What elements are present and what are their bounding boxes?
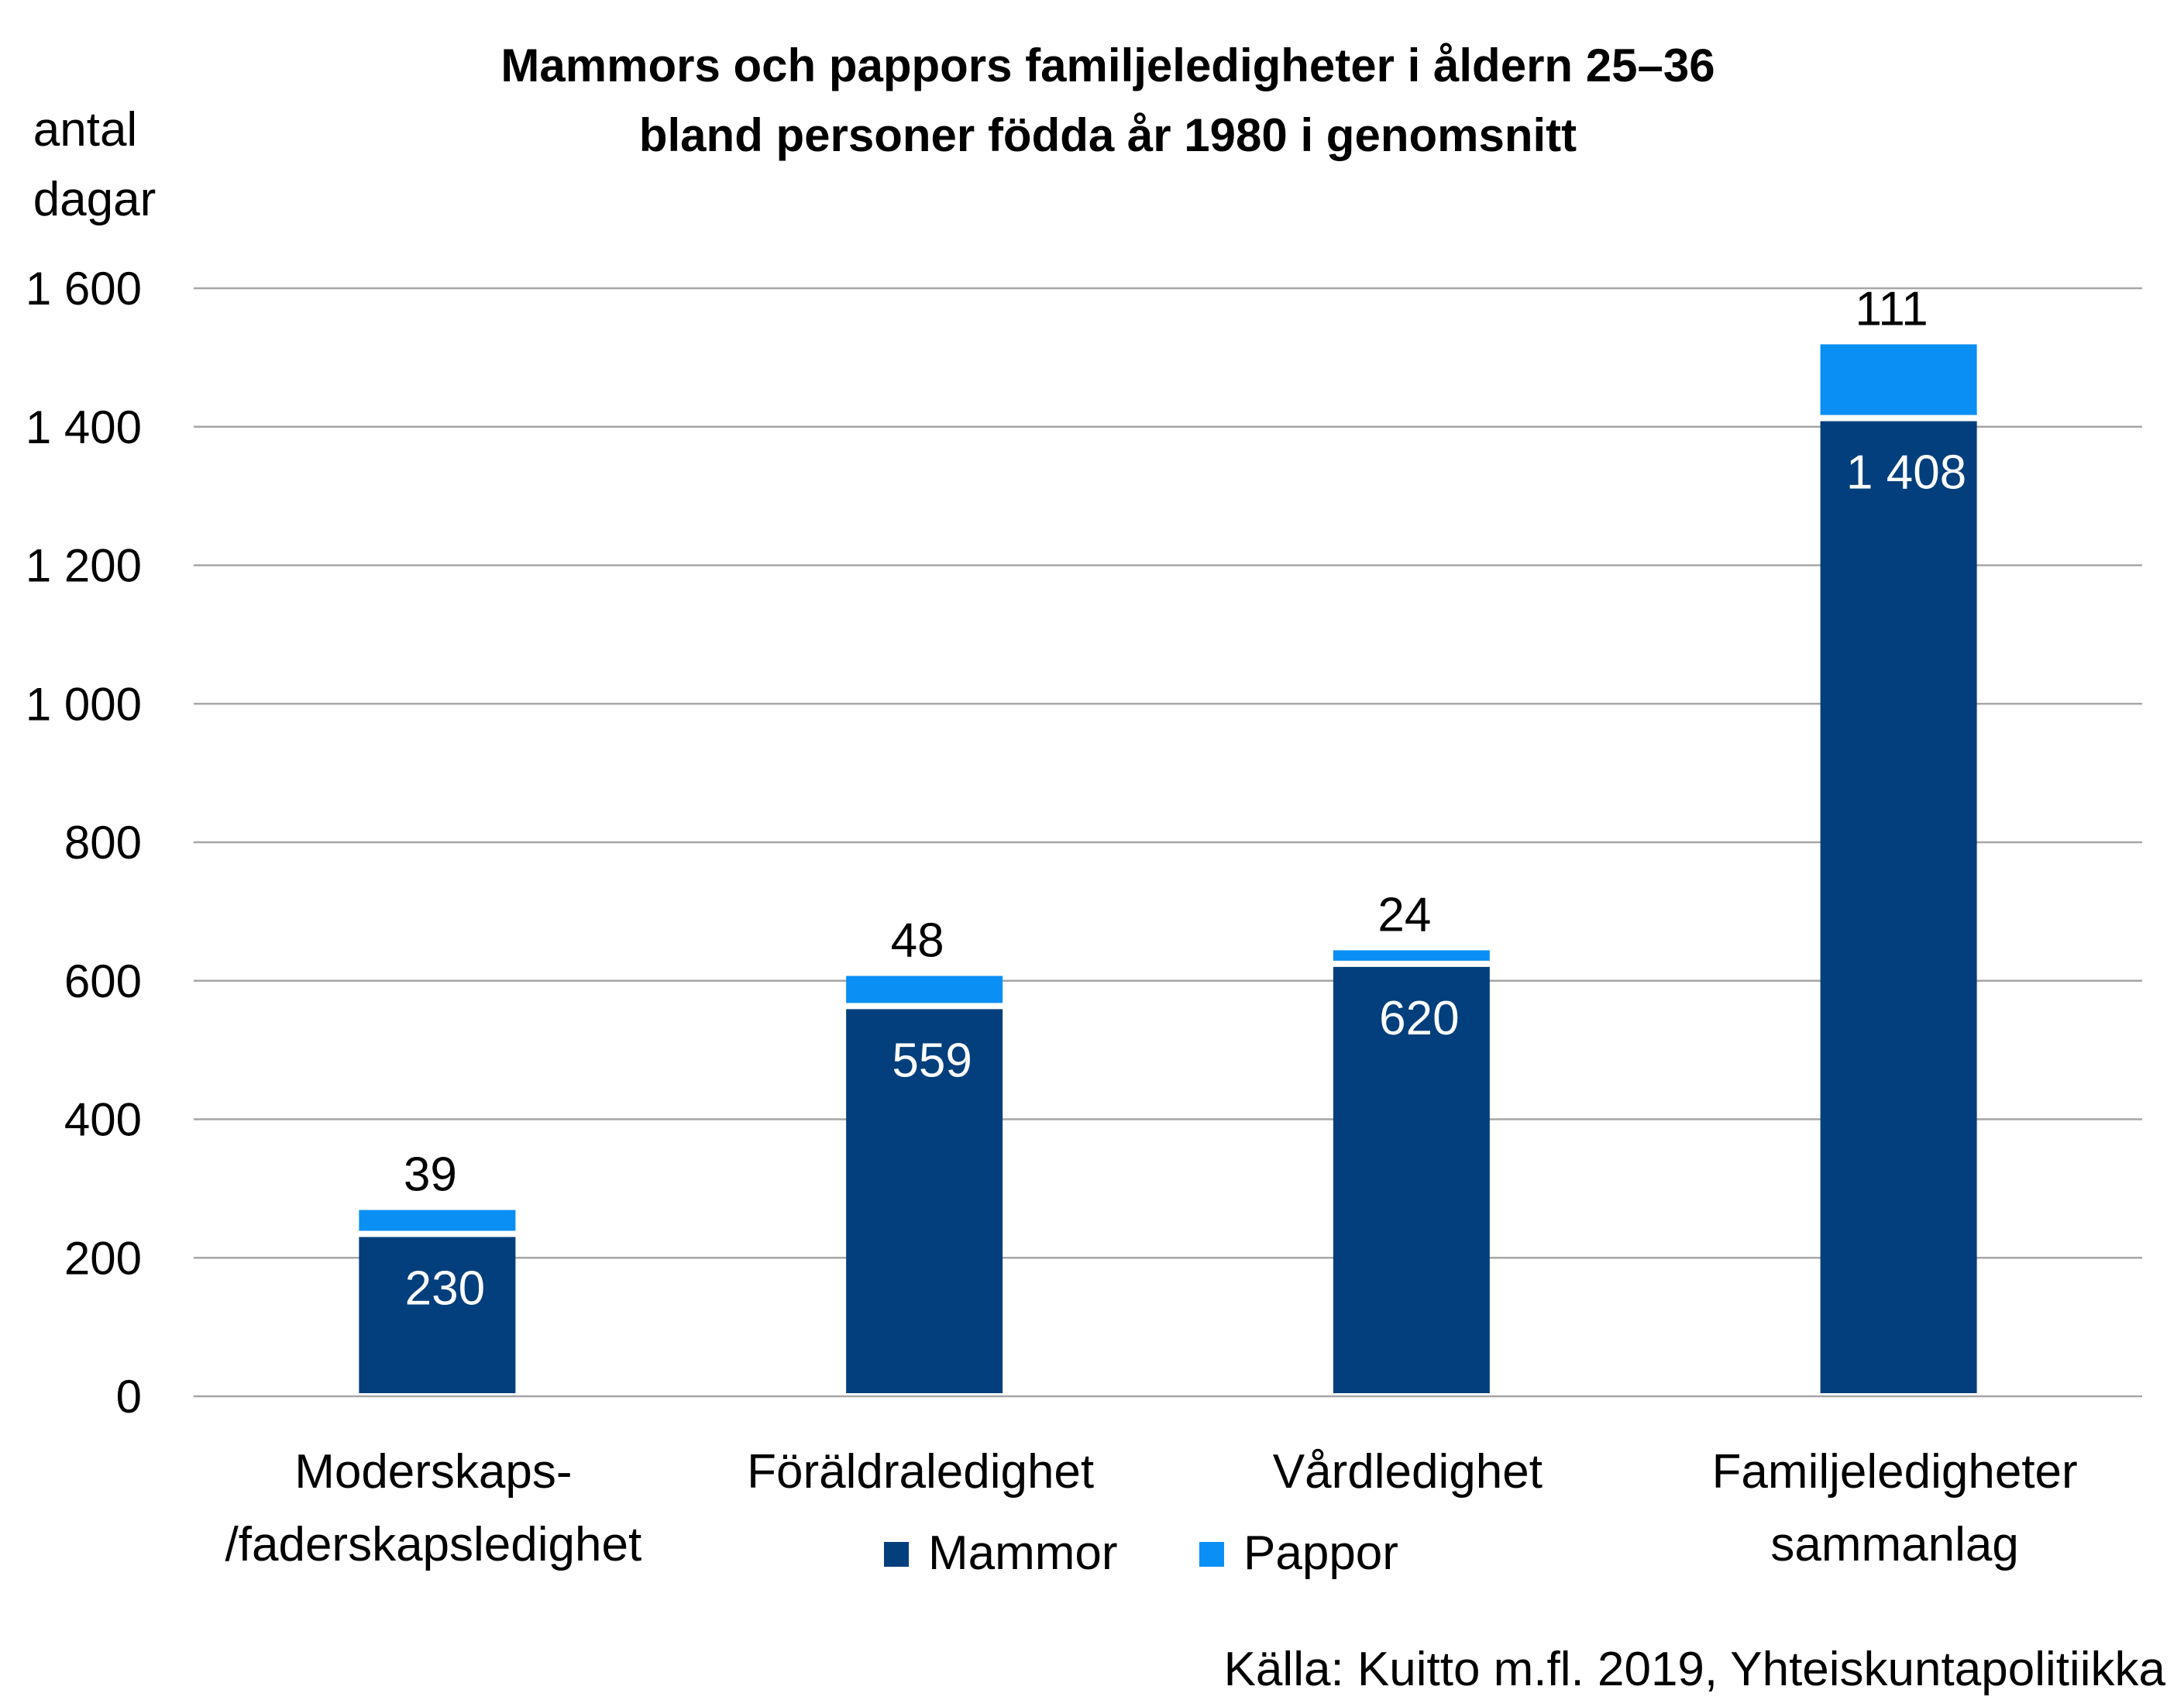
legend: Mammor Pappor bbox=[884, 1526, 1398, 1580]
bar-mammor bbox=[846, 1009, 1003, 1393]
bar-pappor bbox=[1333, 950, 1490, 961]
legend-label-pappor: Pappor bbox=[1243, 1526, 1398, 1580]
value-label-pappor: 39 bbox=[404, 1148, 457, 1202]
bar-mammor bbox=[1333, 966, 1490, 1393]
chart-title-line-1: Mammors och pappors familjeledigheter i … bbox=[500, 40, 1715, 91]
x-category-label: Föräldraledighet bbox=[747, 1445, 1094, 1499]
x-category-label: /faderskapsledighet bbox=[225, 1518, 642, 1571]
value-labels: 230 39 559 48 620 24 1 408 111 bbox=[404, 282, 1966, 1315]
x-category-label: Moderskaps- bbox=[294, 1445, 572, 1499]
bar-pappor bbox=[1820, 344, 1977, 415]
value-label-pappor: 111 bbox=[1856, 282, 1928, 336]
bar-pappor bbox=[846, 976, 1003, 1003]
y-tick-label: 1 200 bbox=[26, 540, 142, 592]
y-axis-unit-line-2: dagar bbox=[33, 173, 156, 226]
value-label-mammor: 1 408 bbox=[1846, 446, 1966, 500]
value-label-pappor: 48 bbox=[891, 914, 944, 967]
bars bbox=[359, 344, 1977, 1393]
y-tick-label: 800 bbox=[64, 817, 142, 869]
value-label-mammor: 559 bbox=[892, 1034, 972, 1087]
bar-mammor bbox=[1820, 421, 1977, 1393]
legend-swatch-pappor bbox=[1199, 1542, 1224, 1567]
gridlines bbox=[194, 287, 2142, 1398]
source-note: Källa: Kuitto m.fl. 2019, Yhteiskuntapol… bbox=[1224, 1643, 2166, 1696]
x-category-label: sammanlag bbox=[1770, 1518, 2018, 1571]
y-tick-label: 200 bbox=[64, 1232, 142, 1284]
x-axis-category-labels: Moderskaps- /faderskapsledighet Föräldrale… bbox=[225, 1445, 2078, 1571]
y-tick-label: 1 400 bbox=[26, 401, 142, 453]
y-tick-label: 1 600 bbox=[26, 263, 142, 315]
y-tick-label: 400 bbox=[64, 1094, 142, 1146]
x-category-label: Vårdledighet bbox=[1273, 1445, 1543, 1499]
chart-title: Mammors och pappors familjeledigheter i … bbox=[500, 40, 1715, 161]
chart-title-line-2: bland personer födda år 1980 i genomsnit… bbox=[639, 109, 1577, 161]
y-axis-unit-line-1: antal bbox=[33, 103, 137, 157]
legend-swatch-mammor bbox=[884, 1542, 909, 1567]
value-label-pappor: 24 bbox=[1377, 888, 1431, 941]
y-tick-label: 600 bbox=[64, 955, 142, 1007]
y-tick-label: 0 bbox=[116, 1371, 142, 1423]
y-axis-unit-label: antal dagar bbox=[33, 103, 156, 226]
legend-label-mammor: Mammor bbox=[928, 1526, 1118, 1580]
bar-pappor bbox=[359, 1210, 516, 1231]
y-tick-label: 1 000 bbox=[26, 678, 142, 730]
y-axis-ticks: 0 200 400 600 800 1 000 1 200 1 400 1 600 bbox=[26, 263, 142, 1423]
bar-mammor bbox=[359, 1237, 516, 1393]
value-label-mammor: 230 bbox=[405, 1261, 485, 1315]
x-category-label: Familjeledigheter bbox=[1712, 1445, 2078, 1499]
value-label-mammor: 620 bbox=[1379, 992, 1459, 1045]
